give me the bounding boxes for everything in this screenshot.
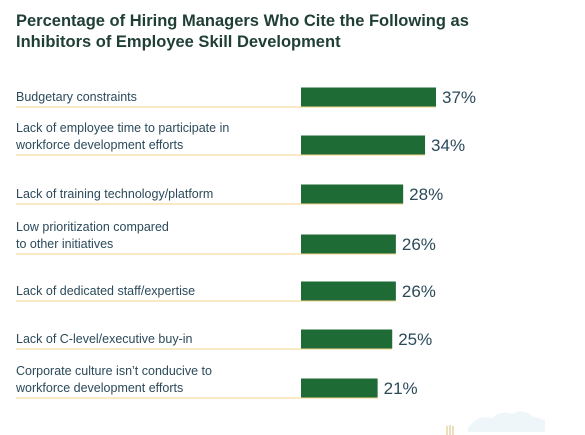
- category-label: Low prioritization compared to other init…: [16, 220, 169, 251]
- value-label: 34%: [431, 136, 465, 155]
- category-label: Lack of C-level/executive buy-in: [16, 332, 193, 346]
- bar: [301, 378, 378, 398]
- value-label: 21%: [384, 379, 418, 398]
- category-label: Lack of training technology/platform: [16, 187, 213, 201]
- bar: [301, 234, 396, 254]
- value-label: 26%: [402, 282, 436, 301]
- chart-title: Percentage of Hiring Managers Who Cite t…: [16, 12, 469, 51]
- value-label: 26%: [402, 235, 436, 254]
- bar: [301, 87, 436, 107]
- value-label: 28%: [409, 185, 443, 204]
- bar: [301, 135, 426, 155]
- bar: [301, 329, 393, 349]
- category-label: Budgetary constraints: [16, 90, 137, 104]
- bar: [301, 281, 396, 301]
- category-label: Lack of dedicated staff/expertise: [16, 284, 195, 298]
- bar: [301, 184, 404, 204]
- value-label: 37%: [442, 88, 476, 107]
- category-label: Lack of employee time to participate in w…: [15, 121, 229, 152]
- value-label: 25%: [398, 330, 432, 349]
- category-label: Corporate culture isn’t conducive to work…: [15, 364, 212, 395]
